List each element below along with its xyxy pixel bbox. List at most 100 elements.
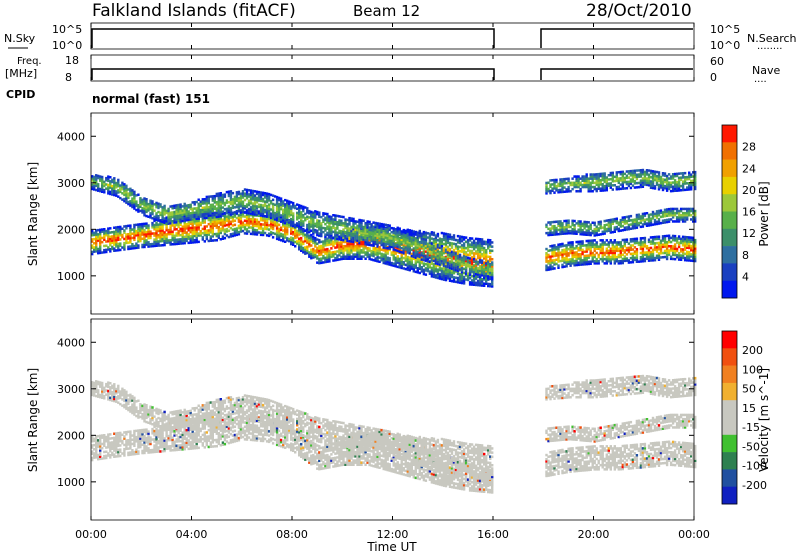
- power-cell: [286, 210, 289, 213]
- power-cell: [487, 272, 490, 275]
- power-cell: [358, 218, 361, 222]
- power-cell: [396, 235, 399, 238]
- power-cell: [633, 237, 637, 241]
- power-cell: [635, 222, 639, 225]
- power-cell: [292, 212, 295, 215]
- power-cell: [173, 217, 176, 220]
- power-cell: [396, 245, 399, 248]
- power-cell: [380, 241, 383, 245]
- power-cell: [229, 202, 233, 206]
- power-cell: [147, 228, 150, 231]
- power-cell: [121, 183, 124, 187]
- power-cell: [157, 236, 160, 239]
- power-cell: [153, 217, 156, 221]
- power-cell: [585, 175, 588, 178]
- power-cell: [557, 245, 560, 249]
- power-cell: [237, 201, 241, 204]
- power-cell: [197, 213, 200, 216]
- power-cell: [456, 261, 460, 264]
- power-cell: [611, 188, 614, 191]
- power-cell: [338, 258, 341, 261]
- power-cell: [133, 207, 136, 210]
- power-cell: [139, 229, 142, 232]
- power-cell: [438, 257, 442, 260]
- power-cell: [147, 224, 150, 227]
- power-cell: [641, 219, 645, 222]
- power-cell: [378, 239, 381, 243]
- power-cell: [306, 209, 309, 212]
- power-cell: [308, 224, 311, 228]
- power-cell: [549, 183, 552, 186]
- power-cell: [476, 275, 480, 278]
- power-cell: [565, 244, 568, 247]
- power-cell: [187, 224, 190, 228]
- power-cell: [605, 251, 608, 255]
- power-cell: [344, 218, 347, 221]
- power-cell: [601, 226, 604, 229]
- power-cell: [485, 240, 488, 244]
- power-cell: [288, 204, 291, 208]
- power-cell: [304, 218, 307, 222]
- power-cell: [583, 263, 586, 266]
- power-cell: [368, 231, 371, 234]
- power-cell: [376, 249, 379, 252]
- power-cell: [382, 225, 385, 228]
- power-cell: [320, 257, 323, 260]
- power-cell: [360, 229, 363, 233]
- power-cell: [565, 228, 568, 231]
- power-cell: [171, 207, 174, 210]
- power-cell: [191, 228, 194, 232]
- power-cell: [358, 237, 361, 241]
- power-cell: [105, 229, 108, 233]
- power-cell: [613, 253, 616, 257]
- power-cell: [404, 238, 407, 241]
- power-cell: [211, 216, 214, 219]
- power-cell: [448, 275, 452, 278]
- power-cell: [605, 243, 608, 246]
- power-cell: [171, 234, 174, 238]
- power-cell: [561, 259, 564, 262]
- power-cell: [161, 208, 164, 211]
- power-cell: [241, 221, 245, 224]
- power-cell: [173, 236, 176, 240]
- power-cell: [111, 247, 114, 251]
- power-cell: [169, 217, 172, 221]
- power-cell: [593, 239, 596, 242]
- power-cell: [450, 267, 454, 270]
- power-cell: [619, 262, 622, 265]
- power-cell: [591, 229, 594, 233]
- power-cell: [282, 214, 285, 218]
- power-cell: [565, 254, 568, 257]
- power-cell: [557, 228, 560, 232]
- power-cell: [458, 273, 462, 276]
- power-cell: [452, 280, 456, 283]
- power-cell: [362, 230, 365, 233]
- power-cell: [143, 231, 146, 234]
- power-cell: [444, 272, 448, 275]
- power-cell: [458, 281, 462, 284]
- power-cell: [485, 274, 488, 278]
- power-cell: [356, 220, 359, 223]
- power-cell: [328, 253, 331, 257]
- power-cell: [408, 235, 411, 238]
- power-cell: [551, 231, 554, 234]
- power-cell: [314, 222, 317, 226]
- power-cell: [366, 234, 369, 237]
- power-cell: [583, 244, 586, 247]
- power-cell: [641, 257, 645, 261]
- power-cell: [233, 211, 237, 214]
- power-cell: [139, 227, 142, 230]
- power-cell: [257, 195, 261, 198]
- power-cell: [551, 253, 554, 256]
- power-cell: [380, 225, 383, 228]
- power-cell: [306, 223, 309, 227]
- power-cell: [643, 236, 647, 240]
- power-cell: [418, 263, 421, 266]
- power-cell: [575, 230, 578, 233]
- power-cell: [239, 211, 243, 214]
- power-cell: [300, 223, 303, 227]
- power-cell: [167, 230, 170, 234]
- power-cell: [647, 257, 651, 260]
- power-cell: [265, 194, 269, 197]
- power-cell: [97, 251, 100, 255]
